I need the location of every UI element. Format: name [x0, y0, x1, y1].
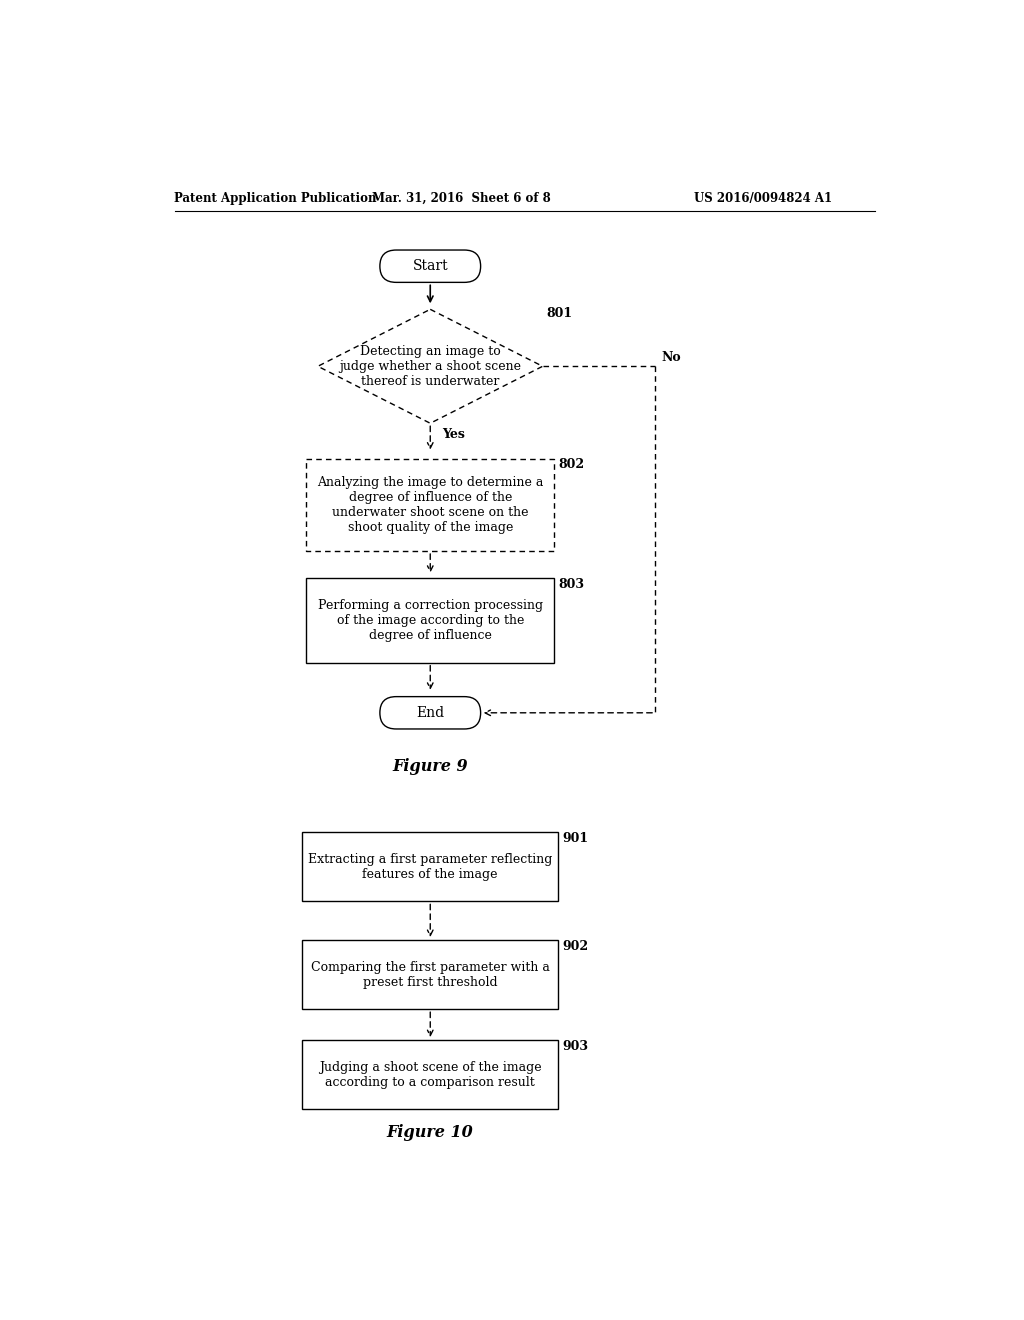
Text: Extracting a first parameter reflecting
features of the image: Extracting a first parameter reflecting …	[308, 853, 552, 880]
Bar	[302, 1040, 558, 1109]
Text: Analyzing the image to determine a
degree of influence of the
underwater shoot s: Analyzing the image to determine a degre…	[317, 477, 544, 533]
Text: Figure 10: Figure 10	[387, 1123, 474, 1140]
Text: End: End	[416, 706, 444, 719]
FancyBboxPatch shape	[380, 249, 480, 282]
Text: Judging a shoot scene of the image
according to a comparison result: Judging a shoot scene of the image accor…	[318, 1061, 542, 1089]
Text: Performing a correction processing
of the image according to the
degree of influ: Performing a correction processing of th…	[317, 599, 543, 642]
Text: Yes: Yes	[442, 428, 465, 441]
Text: Comparing the first parameter with a
preset first threshold: Comparing the first parameter with a pre…	[311, 961, 550, 989]
Text: 803: 803	[558, 578, 584, 591]
Text: Figure 9: Figure 9	[392, 758, 468, 775]
Bar	[302, 832, 558, 902]
Text: No: No	[662, 351, 681, 363]
Text: Mar. 31, 2016  Sheet 6 of 8: Mar. 31, 2016 Sheet 6 of 8	[372, 191, 551, 205]
Text: 902: 902	[562, 940, 588, 953]
Polygon shape	[317, 309, 543, 424]
Text: 903: 903	[562, 1040, 588, 1053]
Bar	[306, 578, 554, 663]
Text: Patent Application Publication: Patent Application Publication	[174, 191, 377, 205]
Text: 801: 801	[547, 306, 572, 319]
Text: US 2016/0094824 A1: US 2016/0094824 A1	[693, 191, 831, 205]
Text: Detecting an image to
judge whether a shoot scene
thereof is underwater: Detecting an image to judge whether a sh…	[339, 345, 521, 388]
FancyBboxPatch shape	[380, 697, 480, 729]
Text: 901: 901	[562, 832, 588, 845]
Bar	[302, 940, 558, 1010]
Text: 802: 802	[558, 458, 585, 471]
Text: Start: Start	[413, 259, 449, 273]
Bar	[306, 459, 554, 552]
